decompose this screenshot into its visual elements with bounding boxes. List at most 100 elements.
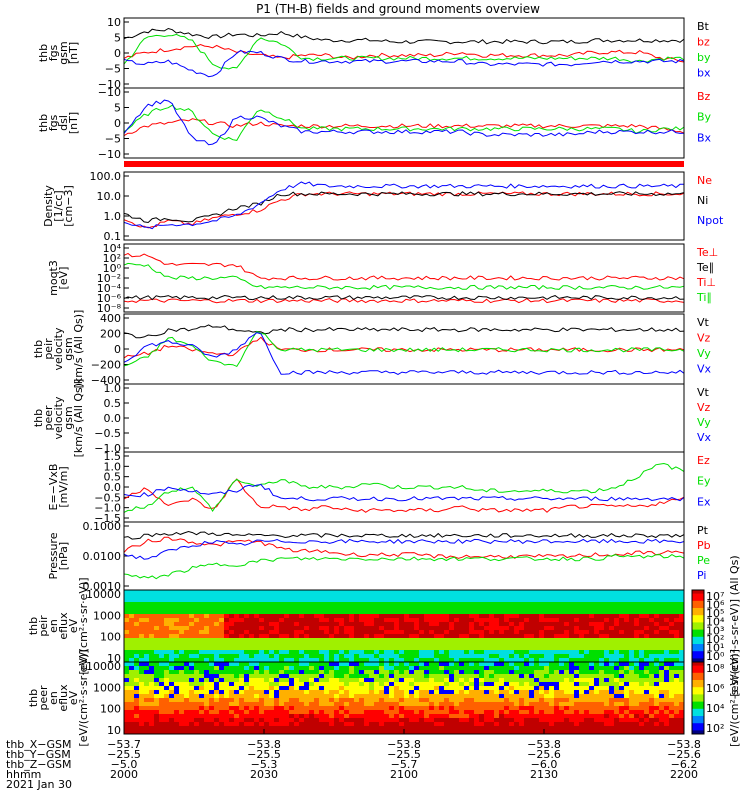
spectrogram-cell: [534, 606, 540, 611]
spectrogram-cell: [594, 706, 600, 711]
spectrogram-cell: [229, 690, 235, 695]
spectrogram-cell: [594, 642, 600, 647]
spectrogram-cell: [434, 722, 440, 727]
spectrogram-cell: [374, 654, 380, 659]
spectrogram-cell: [574, 702, 580, 707]
spectrogram-cell: [294, 722, 300, 727]
spectrogram-cell: [204, 622, 210, 627]
spectrogram-cell: [364, 614, 370, 619]
spectrogram-cell: [304, 718, 310, 723]
spectrogram-cell: [224, 722, 230, 727]
spectrogram-cell: [419, 666, 425, 671]
spectrogram-cell: [354, 706, 360, 711]
spectrogram-cell: [379, 686, 385, 691]
spectrogram-cell: [594, 722, 600, 727]
spectrogram-cell: [259, 662, 265, 667]
spectrogram-cell: [604, 714, 610, 719]
spectrogram-cell: [449, 722, 455, 727]
ytick-label: 0: [114, 47, 121, 60]
spectrogram-cell: [144, 630, 150, 635]
colorbar-cell: [692, 716, 704, 719]
spectrogram-cell: [444, 666, 450, 671]
spectrogram-cell: [354, 674, 360, 679]
spectrogram-cell: [159, 630, 165, 635]
spectrogram-cell: [554, 606, 560, 611]
spectrogram-cell: [479, 654, 485, 659]
spectrogram-cell: [179, 630, 185, 635]
spectrogram-cell: [604, 674, 610, 679]
legend-entry: Bx: [697, 131, 712, 144]
spectrogram-cell: [124, 594, 130, 599]
spectrogram-cell: [394, 686, 400, 691]
spectrogram-cell: [199, 626, 205, 631]
spectrogram-cell: [454, 726, 460, 731]
ytick-label: 10⁻⁴: [97, 282, 122, 295]
spectrogram-cell: [534, 658, 540, 663]
spectrogram-cell: [659, 606, 665, 611]
spectrogram-cell: [329, 658, 335, 663]
spectrogram-cell: [229, 698, 235, 703]
spectrogram-cell: [644, 670, 650, 675]
spectrogram-cell: [539, 706, 545, 711]
spectrogram-cell: [649, 694, 655, 699]
spectrogram-cell: [464, 646, 470, 651]
spectrogram-cell: [469, 674, 475, 679]
spectrogram-cell: [569, 686, 575, 691]
spectrogram-cell: [254, 694, 260, 699]
spectrogram-cell: [239, 666, 245, 671]
spectrogram-cell: [324, 662, 330, 667]
spectrogram-cell: [229, 614, 235, 619]
spectrogram-cell: [304, 650, 310, 655]
spectrogram-cell: [529, 602, 535, 607]
spectrogram-cell: [254, 698, 260, 703]
spectrogram-cell: [604, 706, 610, 711]
spectrogram-cell: [604, 682, 610, 687]
ylabel-line: Pressure: [47, 532, 60, 579]
spectrogram-cell: [184, 718, 190, 723]
spectrogram-cell: [664, 706, 670, 711]
spectrogram-cell: [429, 730, 435, 735]
spectrogram-cell: [214, 686, 220, 691]
spectrogram-cell: [394, 694, 400, 699]
spectrogram-cell: [179, 706, 185, 711]
spectrogram-cell: [599, 662, 605, 667]
spectrogram-cell: [439, 678, 445, 683]
spectrogram-cell: [444, 714, 450, 719]
spectrogram-cell: [244, 698, 250, 703]
spectrogram-cell: [414, 594, 420, 599]
spectrogram-cell: [614, 650, 620, 655]
spectrogram-cell: [569, 662, 575, 667]
spectrogram-cell: [649, 634, 655, 639]
spectrogram-cell: [224, 706, 230, 711]
spectrogram-cell: [364, 638, 370, 643]
spectrogram-cell: [154, 642, 160, 647]
spectrogram-cell: [489, 726, 495, 731]
spectrogram-cell: [164, 618, 170, 623]
spectrogram-cell: [489, 630, 495, 635]
spectrogram-cell: [579, 662, 585, 667]
spectrogram-cell: [214, 690, 220, 695]
spectrogram-cell: [184, 730, 190, 735]
spectrogram-cell: [654, 662, 660, 667]
spectrogram-cell: [184, 598, 190, 603]
spectrogram-cell: [219, 666, 225, 671]
spectrogram-cell: [224, 710, 230, 715]
spectrogram-cell: [309, 658, 315, 663]
spectrogram-cell: [494, 694, 500, 699]
spectrogram-cell: [414, 642, 420, 647]
spectrogram-cell: [554, 618, 560, 623]
spectrogram-cell: [469, 630, 475, 635]
spectrogram-cell: [244, 702, 250, 707]
spectrogram-cell: [169, 730, 175, 735]
spectrogram-cell: [629, 730, 635, 735]
spectrogram-cell: [409, 678, 415, 683]
spectrogram-cell: [314, 610, 320, 615]
spectrogram-cell: [394, 718, 400, 723]
spectrogram-cell: [419, 730, 425, 735]
spectrogram-cell: [624, 714, 630, 719]
spectrogram-cell: [594, 726, 600, 731]
spectrogram-cell: [569, 682, 575, 687]
spectrogram-cell: [234, 706, 240, 711]
spectrogram-cell: [184, 686, 190, 691]
spectrogram-cell: [174, 590, 180, 595]
